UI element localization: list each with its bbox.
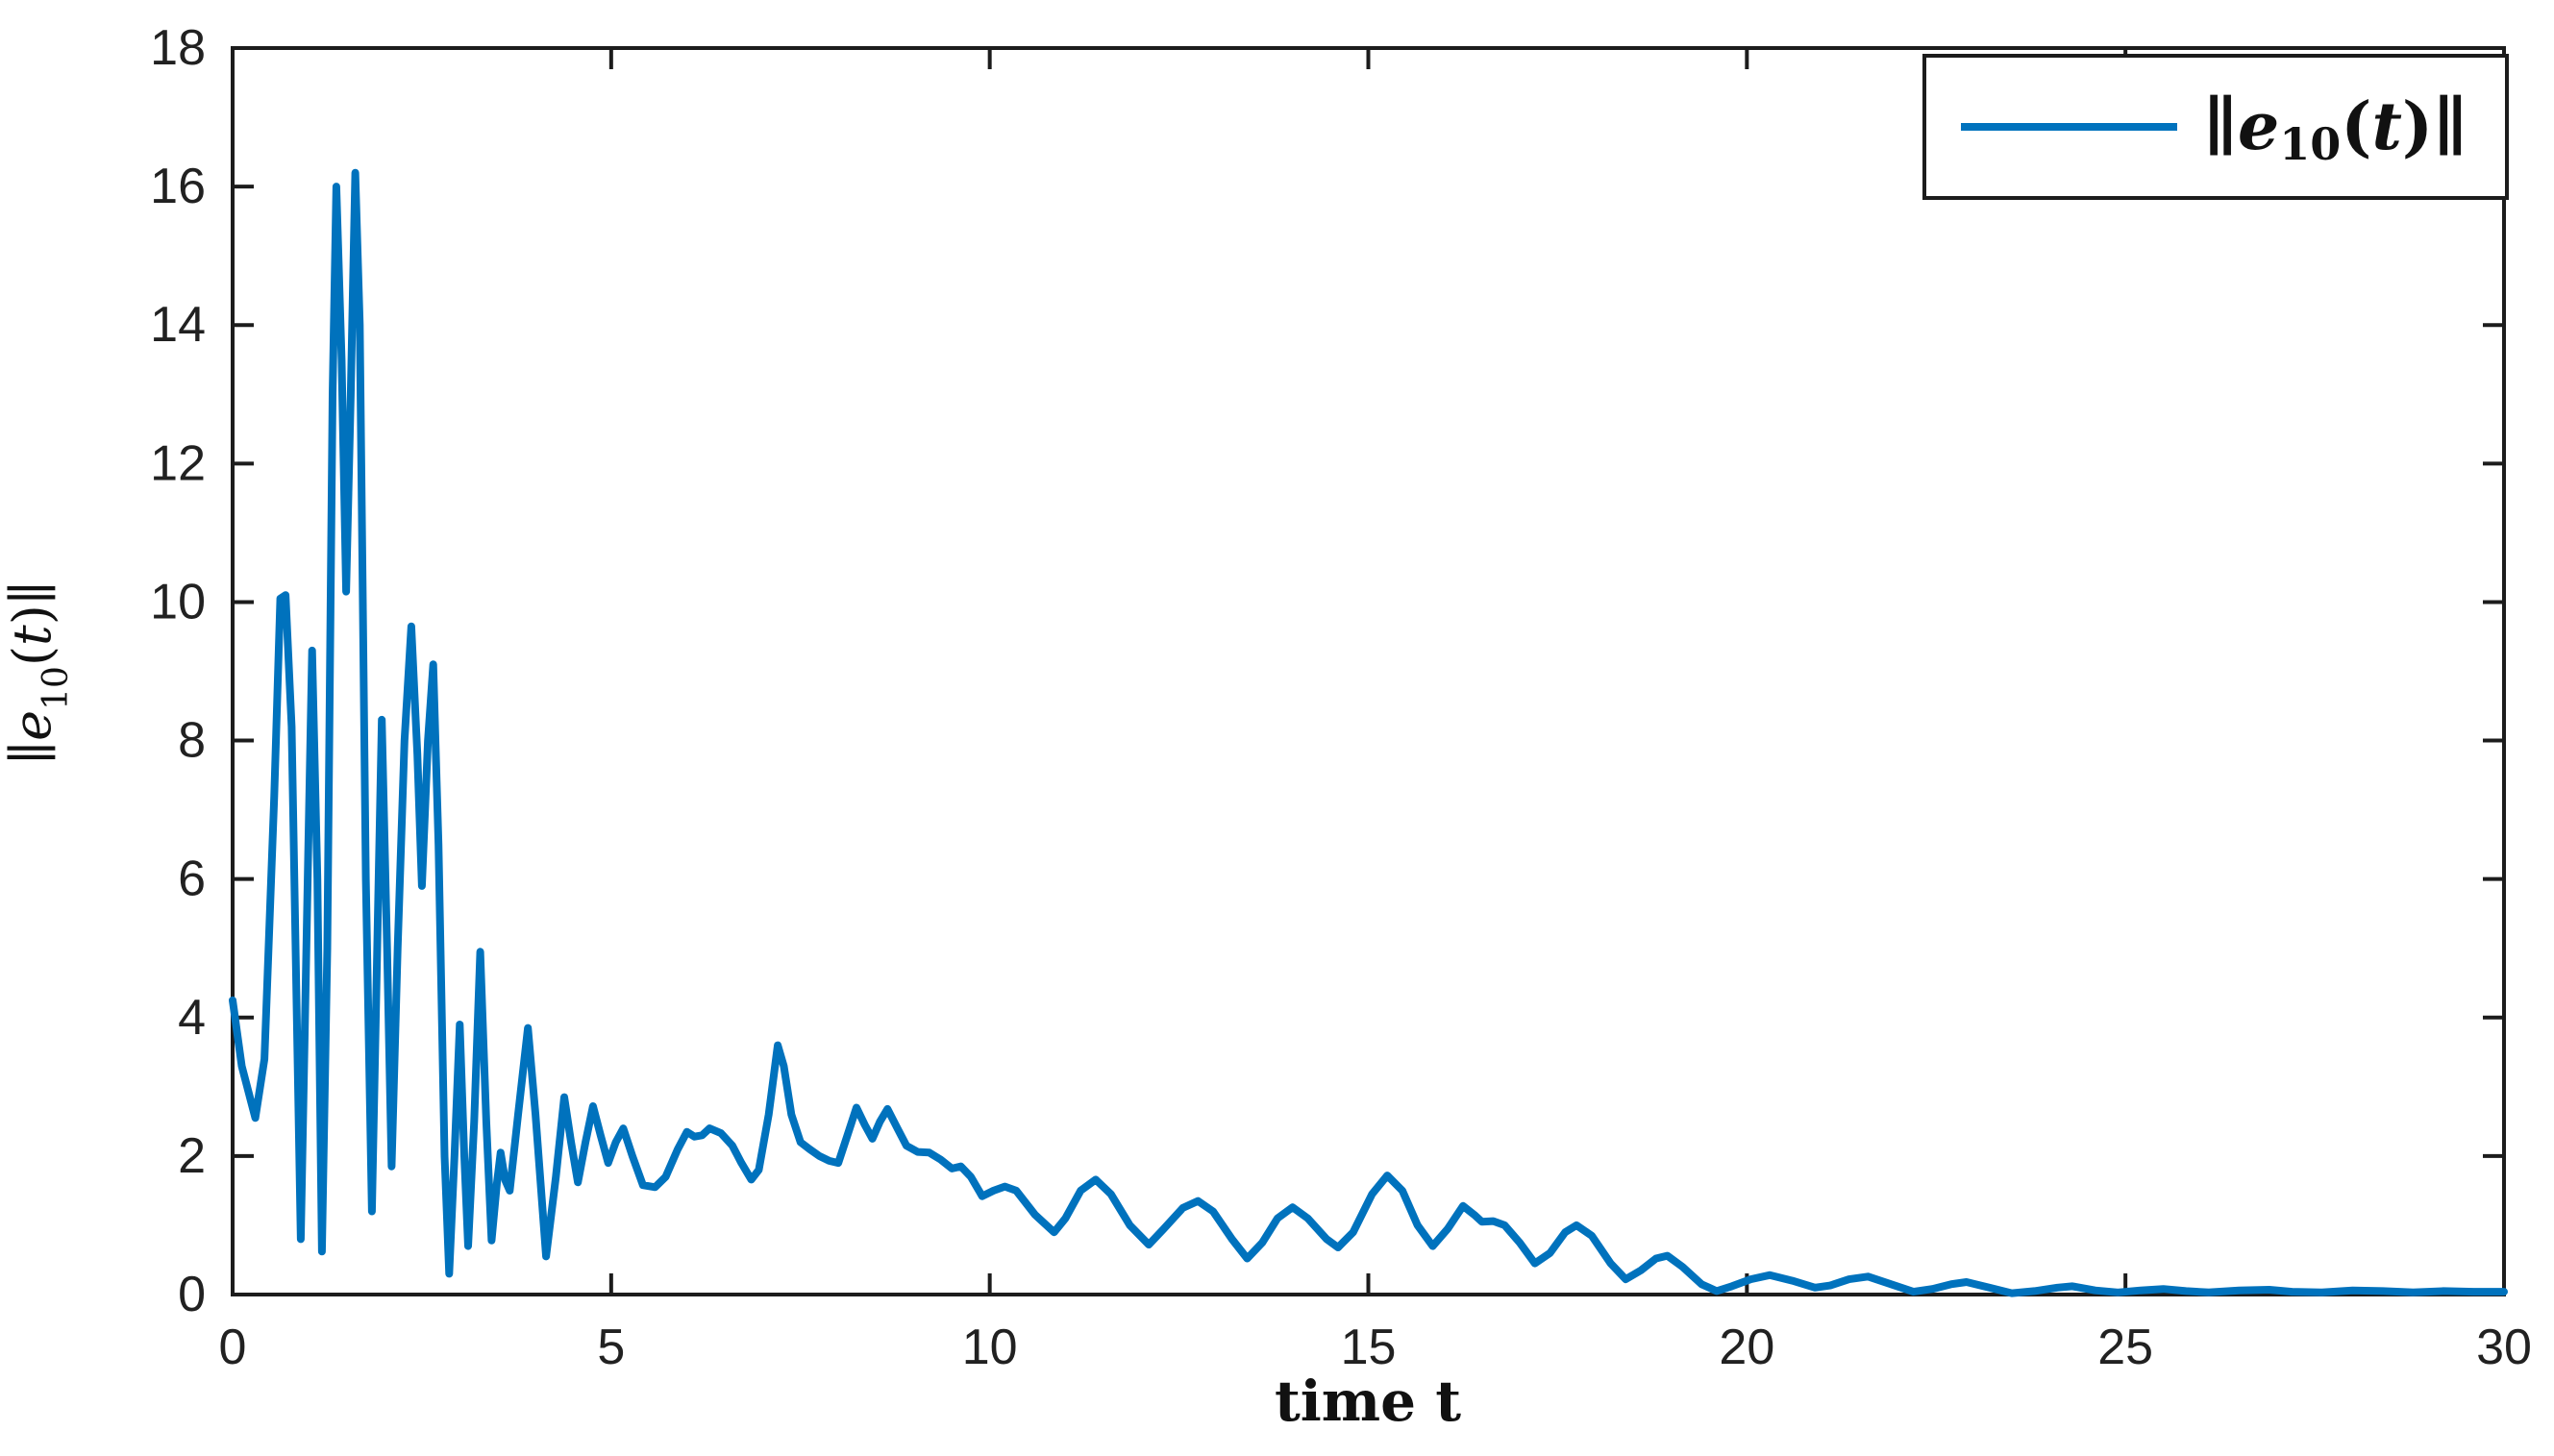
x-tick-label: 20 (1719, 1320, 1774, 1375)
y-tick-label: 8 (178, 713, 206, 769)
y-tick-label: 2 (178, 1128, 206, 1184)
legend: ∥e10(t)∥ (1922, 54, 2509, 200)
x-tick-label: 0 (219, 1320, 247, 1375)
plot-border (231, 46, 2506, 1296)
x-tick-labels: 0 5 10 15 20 25 30 (219, 1320, 2532, 1375)
x-tick-label: 25 (2097, 1320, 2153, 1375)
y-tick-label: 18 (150, 20, 206, 76)
x-tick-label: 10 (962, 1320, 1018, 1375)
axis-ticks (231, 46, 2506, 1296)
y-tick-labels: 0 2 4 6 8 10 12 14 16 18 (150, 20, 206, 1322)
legend-label: ∥e10(t)∥ (2203, 88, 2467, 170)
series-line-e10 (229, 168, 2508, 1297)
x-axis-label: time t (1275, 1369, 1461, 1434)
y-tick-label: 4 (178, 990, 206, 1046)
y-tick-label: 14 (150, 297, 206, 353)
y-tick-label: 0 (178, 1267, 206, 1322)
x-tick-label: 30 (2476, 1320, 2532, 1375)
y-tick-label: 12 (150, 435, 206, 491)
y-tick-label: 6 (178, 851, 206, 907)
x-tick-label: 15 (1341, 1320, 1397, 1375)
y-tick-label: 10 (150, 574, 206, 629)
y-axis-label: ∥e10(t)∥ (2, 580, 76, 765)
y-tick-label: 16 (150, 159, 206, 214)
x-tick-label: 5 (597, 1320, 625, 1375)
